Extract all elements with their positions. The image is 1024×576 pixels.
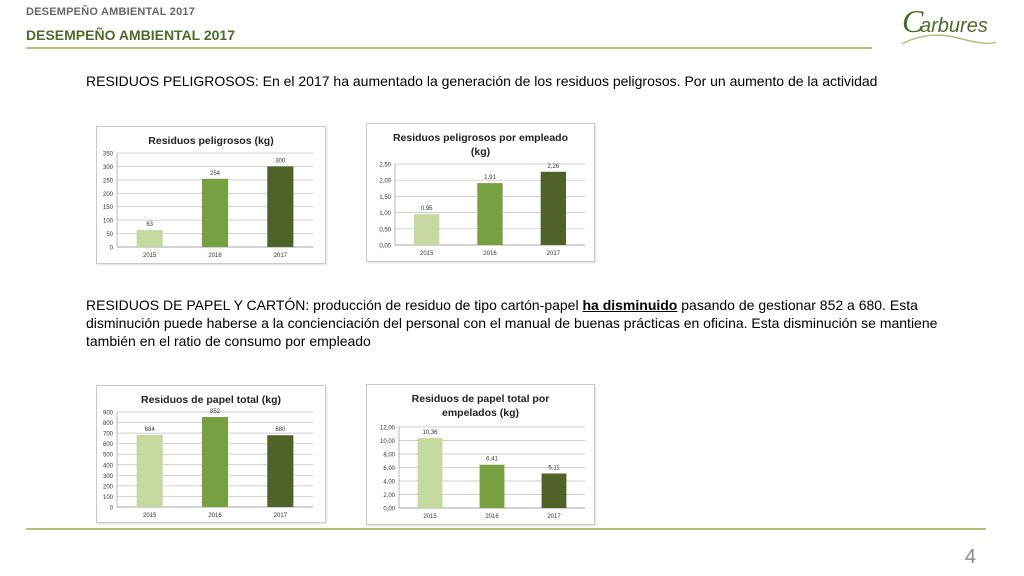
y-tick-label: 300 bbox=[103, 165, 114, 171]
y-tick-label: 500 bbox=[103, 453, 114, 459]
y-tick-label: 200 bbox=[103, 484, 114, 490]
chart-paper-total: Residuos de papel total (kg) 0 100 200 300 40… bbox=[96, 385, 326, 523]
data-label: 254 bbox=[210, 171, 221, 177]
y-tick-label: 0,00 bbox=[383, 507, 395, 513]
y-tick-label: 100 bbox=[103, 495, 114, 501]
bar-2017 bbox=[540, 171, 566, 245]
bar-2016 bbox=[201, 178, 229, 247]
page-number: 4 bbox=[964, 546, 976, 568]
y-tick-label: 0,00 bbox=[379, 244, 391, 250]
x-tick-label: 2017 bbox=[547, 514, 561, 520]
section-paper-text-before: RESIDUOS DE PAPEL Y CARTÓN: producción d… bbox=[86, 297, 583, 313]
y-tick-label: 0,50 bbox=[379, 227, 391, 233]
header-divider bbox=[26, 47, 872, 49]
chart-hazardous-per-employee-svg: Residuos peligrosos por empleado (kg) 0,00… bbox=[379, 132, 585, 257]
y-tick-label: 12,00 bbox=[380, 426, 396, 432]
y-tick-label: 8,00 bbox=[383, 453, 395, 459]
y-tick-label: 400 bbox=[103, 463, 114, 469]
x-tick-label: 2015 bbox=[143, 513, 157, 519]
page-title: DESEMPEÑO AMBIENTAL 2017 bbox=[26, 27, 236, 43]
bar-2015 bbox=[136, 434, 163, 507]
bar-2015 bbox=[417, 438, 443, 508]
y-tick-label: 900 bbox=[103, 411, 114, 417]
y-tick-label: 10,00 bbox=[380, 439, 396, 445]
y-tick-label: 350 bbox=[103, 152, 114, 158]
header-small-title: DESEMPEÑO AMBIENTAL 2017 bbox=[26, 6, 196, 18]
chart-title: Residuos de papel total (kg) bbox=[141, 394, 281, 406]
y-tick-label: 600 bbox=[103, 442, 114, 448]
chart-title: (kg) bbox=[471, 146, 490, 158]
bar-2015 bbox=[414, 214, 440, 245]
y-tick-label: 50 bbox=[106, 232, 113, 238]
bar-2015 bbox=[136, 230, 163, 247]
data-label: 684 bbox=[145, 427, 156, 433]
chart-title: Residuos peligrosos por empleado bbox=[393, 132, 568, 144]
data-label: 1,91 bbox=[484, 175, 496, 181]
x-tick-label: 2017 bbox=[274, 253, 288, 259]
chart-title: empelados (kg) bbox=[442, 407, 519, 419]
x-tick-label: 2015 bbox=[143, 253, 157, 259]
chart-title: Residuos de papel total por bbox=[412, 393, 550, 405]
logo-text: arbures bbox=[920, 15, 988, 37]
data-label: 5,11 bbox=[548, 466, 560, 472]
footer-divider bbox=[26, 528, 986, 530]
bar-2016 bbox=[201, 417, 229, 507]
bar-2016 bbox=[479, 464, 505, 508]
x-tick-label: 2015 bbox=[420, 251, 434, 257]
chart-hazardous-waste: Residuos peligrosos (kg) 0 50 100 150 200 250 3… bbox=[96, 126, 326, 264]
y-tick-label: 6,00 bbox=[383, 466, 395, 472]
chart-hazardous-per-employee: Residuos peligrosos por empleado (kg) 0,00… bbox=[366, 123, 595, 262]
x-tick-label: 2017 bbox=[274, 513, 288, 519]
y-tick-label: 2,00 bbox=[383, 493, 395, 499]
x-tick-label: 2016 bbox=[208, 253, 222, 259]
chart-hazardous-waste-svg: Residuos peligrosos (kg) 0 50 100 150 200 250 3… bbox=[103, 135, 313, 259]
y-tick-label: 300 bbox=[103, 474, 114, 480]
y-tick-label: 0 bbox=[110, 506, 114, 512]
y-tick-label: 150 bbox=[103, 205, 114, 211]
bar-2016 bbox=[477, 183, 503, 245]
data-label: 680 bbox=[275, 427, 286, 433]
logo-letter: C bbox=[902, 3, 924, 39]
y-tick-label: 1,50 bbox=[379, 195, 391, 201]
x-tick-label: 2016 bbox=[208, 513, 222, 519]
chart-paper-total-svg: Residuos de papel total (kg) 0 100 200 300 40… bbox=[103, 394, 313, 519]
y-tick-label: 2,50 bbox=[379, 163, 391, 169]
y-tick-label: 2,00 bbox=[379, 179, 391, 185]
x-tick-label: 2015 bbox=[423, 514, 437, 520]
y-tick-label: 250 bbox=[103, 178, 114, 184]
chart-paper-per-employee: Residuos de papel total por empelados (kg… bbox=[366, 384, 595, 525]
y-tick-label: 700 bbox=[103, 432, 114, 438]
carbures-logo: C arbures bbox=[901, 3, 997, 45]
y-tick-label: 200 bbox=[103, 192, 114, 198]
data-label: 6,41 bbox=[486, 457, 498, 463]
y-tick-label: 1,00 bbox=[379, 211, 391, 217]
data-label: 300 bbox=[275, 158, 286, 164]
section-paper-emphasis: ha disminuido bbox=[582, 297, 678, 313]
x-tick-label: 2016 bbox=[485, 514, 499, 520]
data-label: 2,26 bbox=[547, 164, 559, 170]
y-tick-label: 0 bbox=[110, 246, 114, 252]
bar-2017 bbox=[267, 435, 294, 507]
y-tick-label: 800 bbox=[103, 421, 114, 427]
chart-title: Residuos peligrosos (kg) bbox=[148, 135, 273, 147]
y-tick-label: 4,00 bbox=[383, 480, 395, 486]
section-paper-text-after: pasando de gestionar 852 a 680. Esta dis… bbox=[86, 297, 938, 349]
x-tick-label: 2016 bbox=[483, 251, 497, 257]
x-tick-label: 2017 bbox=[547, 251, 561, 257]
y-tick-label: 100 bbox=[103, 219, 114, 225]
bar-2017 bbox=[541, 473, 567, 508]
section-hazardous-text: RESIDUOS PELIGROSOS: En el 2017 ha aumen… bbox=[86, 73, 878, 89]
section-paper-text: RESIDUOS DE PAPEL Y CARTÓN: producción d… bbox=[86, 296, 946, 350]
data-label: 10,36 bbox=[422, 430, 438, 436]
data-label: 852 bbox=[210, 409, 221, 415]
data-label: 0,95 bbox=[421, 206, 433, 212]
chart-paper-per-employee-svg: Residuos de papel total por empelados (kg… bbox=[380, 393, 585, 520]
data-label: 63 bbox=[146, 222, 153, 228]
bar-2017 bbox=[267, 166, 294, 247]
